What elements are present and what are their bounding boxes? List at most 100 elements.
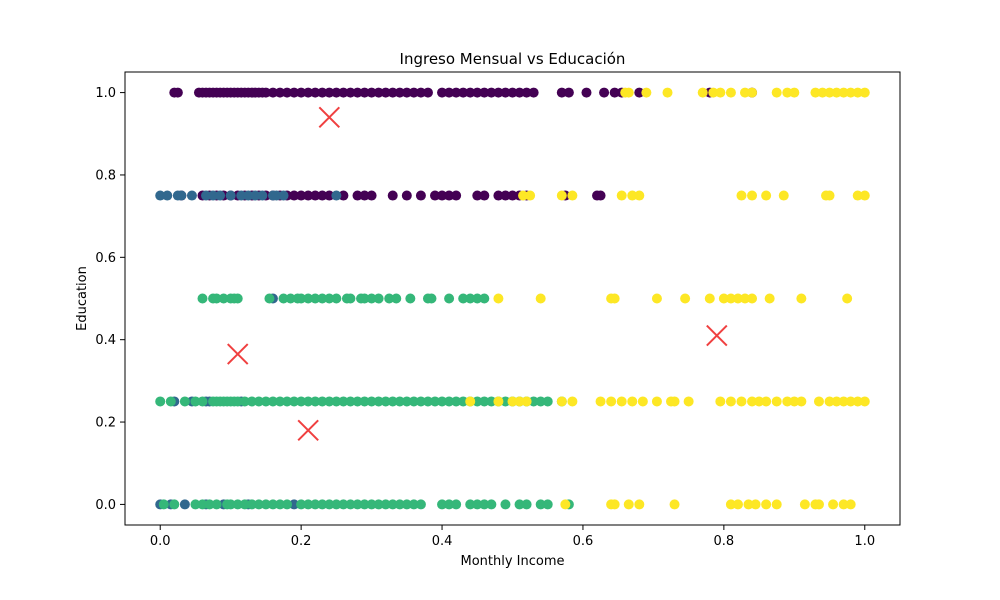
scatter-point xyxy=(595,190,606,201)
scatter-point xyxy=(472,396,483,407)
scatter-point xyxy=(331,293,342,304)
scatter-point xyxy=(380,499,391,510)
scatter-point xyxy=(852,87,863,98)
scatter-point xyxy=(172,87,183,98)
scatter-point xyxy=(430,190,440,201)
scatter-point xyxy=(401,499,412,510)
scatter-point xyxy=(683,396,694,407)
y-axis: 0.0 0.2 0.4 0.6 0.8 1.0 xyxy=(95,86,125,513)
scatter-point xyxy=(267,499,278,510)
scatter-point xyxy=(324,396,335,407)
scatter-point xyxy=(352,87,363,98)
scatter-point xyxy=(842,293,853,304)
scatter-point xyxy=(771,87,782,98)
scatter-point xyxy=(394,87,405,98)
scatter-point xyxy=(451,396,462,407)
scatter-point xyxy=(514,87,525,98)
scatter-point xyxy=(845,499,856,510)
scatter-point xyxy=(387,499,398,510)
scatter-point xyxy=(289,499,300,510)
scatter-point xyxy=(415,190,426,201)
scatter-point xyxy=(859,396,870,407)
scatter-point xyxy=(239,499,250,510)
scatter-point xyxy=(282,499,293,510)
scatter-point xyxy=(444,396,455,407)
scatter-point xyxy=(715,87,726,98)
scatter-point xyxy=(824,87,835,98)
scatter-point xyxy=(391,293,402,304)
scatter-point xyxy=(338,190,349,201)
scatter-point xyxy=(243,190,254,201)
scatter-point xyxy=(197,396,208,407)
scatter-point xyxy=(289,190,300,201)
scatter-point xyxy=(296,396,307,407)
series-0 xyxy=(169,87,758,201)
scatter-point xyxy=(771,499,782,510)
scatter-point xyxy=(236,190,247,201)
scatter-point xyxy=(208,190,219,201)
scatter-point xyxy=(669,396,680,407)
scatter-point xyxy=(426,293,437,304)
scatter-point xyxy=(437,499,448,510)
scatter-point xyxy=(725,293,736,304)
scatter-point xyxy=(401,190,412,201)
scatter-point xyxy=(310,396,321,407)
scatter-point xyxy=(296,87,307,98)
scatter-point xyxy=(278,190,289,201)
scatter-point xyxy=(623,87,634,98)
scatter-point xyxy=(422,396,433,407)
scatter-point xyxy=(542,396,553,407)
scatter-point xyxy=(479,396,490,407)
scatter-point xyxy=(324,499,335,510)
scatter-point xyxy=(373,87,384,98)
scatter-point xyxy=(257,190,268,201)
scatter-point xyxy=(317,396,328,407)
series-4 xyxy=(227,106,728,441)
scatter-point xyxy=(303,293,314,304)
y-tick-label: 0.8 xyxy=(95,168,116,183)
scatter-point xyxy=(278,293,289,304)
scatter-point xyxy=(718,293,729,304)
scatter-point xyxy=(750,499,761,510)
scatter-point xyxy=(331,87,342,98)
scatter-point xyxy=(715,396,726,407)
scatter-point xyxy=(514,396,525,407)
scatter-point xyxy=(430,396,440,407)
scatter-point xyxy=(338,87,349,98)
scatter-point xyxy=(761,396,772,407)
scatter-point xyxy=(384,293,395,304)
scatter-point xyxy=(155,190,166,201)
scatter-point xyxy=(732,499,743,510)
scatter-point xyxy=(190,499,201,510)
scatter-point xyxy=(465,87,476,98)
scatter-point xyxy=(595,396,606,407)
scatter-point xyxy=(352,396,363,407)
scatter-point xyxy=(317,293,328,304)
scatter-point xyxy=(225,190,236,201)
y-tick-label: 0.2 xyxy=(95,416,116,431)
scatter-point xyxy=(486,396,497,407)
scatter-point xyxy=(789,396,800,407)
scatter-point xyxy=(331,396,342,407)
scatter-point xyxy=(521,87,532,98)
y-tick-label: 0.4 xyxy=(95,333,116,348)
scatter-point xyxy=(616,396,627,407)
scatter-point xyxy=(285,293,296,304)
scatter-point xyxy=(201,190,212,201)
axes-frame xyxy=(124,71,901,526)
scatter-point xyxy=(831,396,842,407)
scatter-point xyxy=(267,87,278,98)
scatter-point xyxy=(380,87,391,98)
centroid-marker xyxy=(227,343,249,365)
scatter-point xyxy=(637,396,648,407)
scatter-point xyxy=(373,396,384,407)
scatter-point xyxy=(211,499,222,510)
scatter-point xyxy=(310,87,321,98)
scatter-point xyxy=(493,293,504,304)
series-2 xyxy=(155,293,574,510)
scatter-point xyxy=(366,87,377,98)
scatter-point xyxy=(415,499,426,510)
scatter-point xyxy=(366,396,377,407)
scatter-point xyxy=(563,87,574,98)
scatter-point xyxy=(669,499,680,510)
